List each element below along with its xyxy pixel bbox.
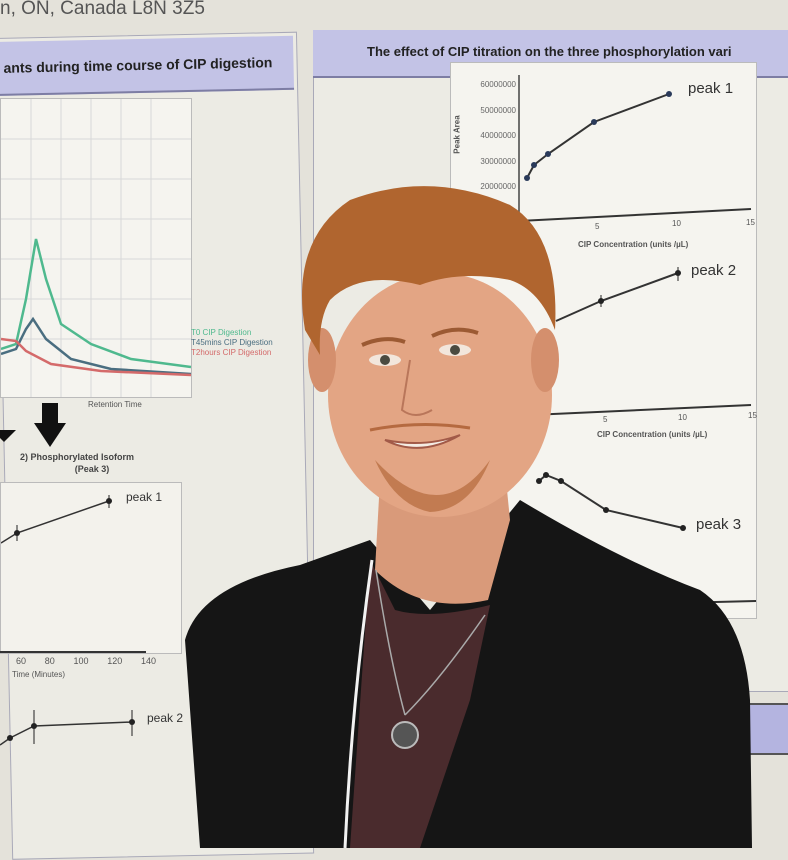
tick: 140 xyxy=(140,656,156,666)
isoform-label: 2) Phosphorylated Isoform (Peak 3) xyxy=(2,451,152,475)
left-peak1-label: peak 1 xyxy=(126,490,163,504)
x-tick: 10 xyxy=(672,219,681,228)
legend-t45: T45mins CIP Digestion xyxy=(191,338,273,347)
pendant xyxy=(391,721,419,749)
time-course-svg xyxy=(1,495,112,544)
x-tick: 10 xyxy=(678,413,687,422)
x-axis-label-2: CIP Concentration (units /µL) xyxy=(597,430,708,439)
x-tick: 15 xyxy=(748,411,757,420)
face xyxy=(328,273,552,517)
tick: 60 xyxy=(16,656,27,666)
left-peak2-label: peak 2 xyxy=(147,711,184,725)
legend-t2h: T2hours CIP Digestion xyxy=(191,348,272,357)
time-axis-label: Time (Minutes) xyxy=(12,670,66,679)
x-axis-label: CIP Concentration (units /µL) xyxy=(578,240,689,249)
x-tick: 5 xyxy=(595,222,600,231)
t0-trace xyxy=(1,238,191,369)
isoform-label-line2: (Peak 3) xyxy=(74,464,110,474)
tick: 50000000 xyxy=(480,105,516,115)
right-panel-title-text: The effect of CIP titration on the three… xyxy=(367,44,732,59)
down-arrow-icon xyxy=(0,430,16,442)
tick: 80 xyxy=(44,656,55,666)
tick: 30000000 xyxy=(480,156,516,166)
x-tick: 5 xyxy=(603,415,608,424)
tick: 120 xyxy=(107,656,123,666)
chromatogram-plot xyxy=(0,98,192,398)
legend-t0: T0 CIP Digestion xyxy=(191,328,252,337)
peak3-label: peak 3 xyxy=(696,516,742,533)
time-course-plot xyxy=(0,482,182,654)
right-lower-band xyxy=(748,703,788,755)
peak2-time-series xyxy=(0,710,135,746)
t2h-trace xyxy=(1,337,191,377)
time-ticks: 60 80 100 120 140 xyxy=(16,656,156,666)
tick: 100 xyxy=(73,656,89,666)
chromatogram-legend: T0 CIP Digestion T45mins CIP Digestion T… xyxy=(191,328,273,358)
retention-time-label: Retention Time xyxy=(88,400,142,409)
shirt xyxy=(350,560,490,848)
tick: 20000000 xyxy=(480,182,516,191)
poster-address: n, ON, Canada L8N 3Z5 xyxy=(0,0,205,19)
chromatogram-svg xyxy=(1,99,191,397)
peak1-label: peak 1 xyxy=(688,80,734,97)
hair xyxy=(302,186,556,355)
x-tick: 15 xyxy=(746,218,755,227)
time-axis xyxy=(0,651,146,653)
peak2-label: peak 2 xyxy=(691,262,737,279)
t45-trace xyxy=(1,316,191,376)
isoform-label-line1: 2) Phosphorylated Isoform xyxy=(19,452,135,462)
tick: 40000000 xyxy=(480,131,516,140)
tick: 60000000 xyxy=(480,80,516,89)
